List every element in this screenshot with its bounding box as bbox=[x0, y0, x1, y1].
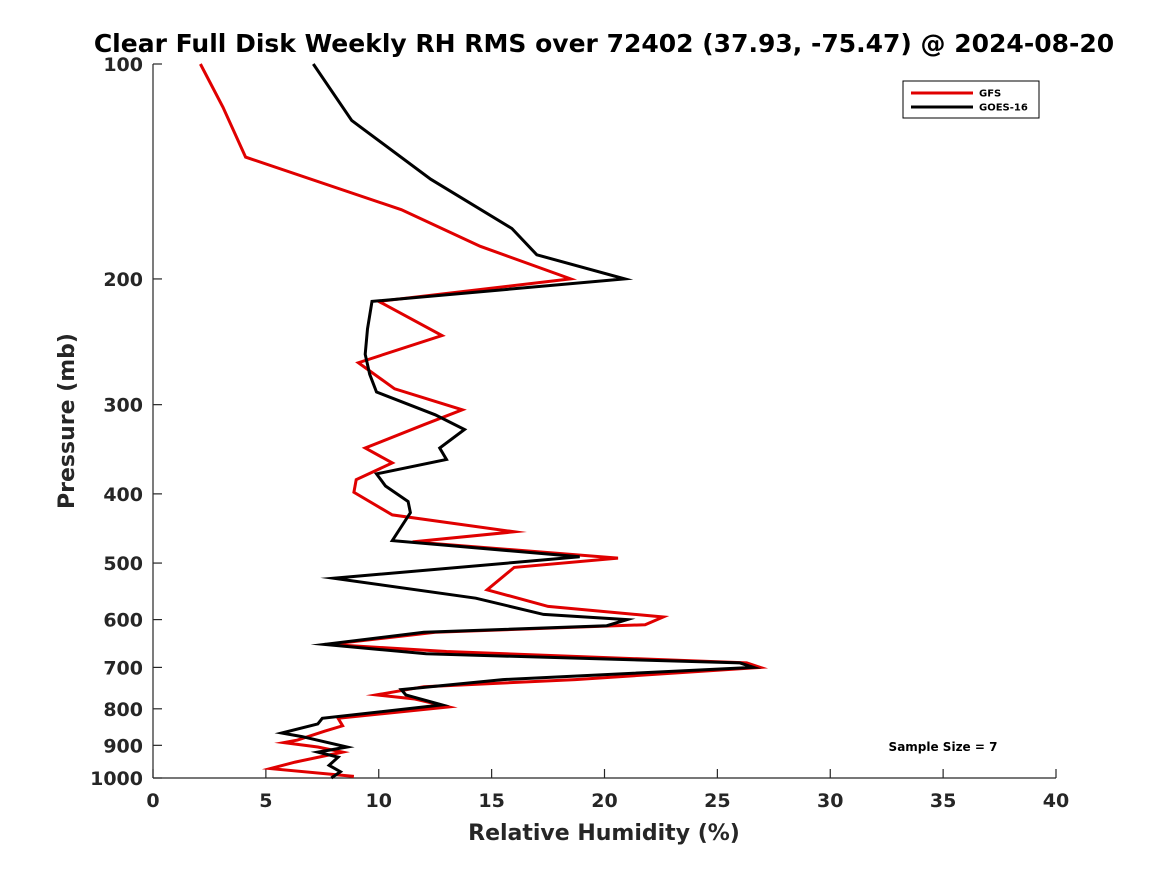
legend-box bbox=[902, 80, 1040, 119]
x-tick-label: 0 bbox=[146, 790, 159, 812]
y-tick-label: 200 bbox=[103, 269, 143, 291]
x-tick-label: 35 bbox=[930, 790, 956, 812]
legend-label: GOES-16 bbox=[979, 103, 1028, 114]
legend: GFS GOES-16 bbox=[902, 80, 1040, 119]
y-ticks: 100 200 300 400 500 600 700 800 900 1000 bbox=[90, 54, 162, 790]
y-tick-label: 400 bbox=[103, 484, 143, 506]
legend-label: GFS bbox=[979, 89, 1001, 100]
data-series bbox=[199, 63, 769, 780]
y-tick-label: 500 bbox=[103, 553, 143, 575]
x-ticks: 0 5 10 15 20 25 30 35 40 bbox=[146, 769, 1069, 812]
x-tick-label: 15 bbox=[478, 790, 504, 812]
x-tick-label: 40 bbox=[1043, 790, 1069, 812]
sample-size-annotation: Sample Size = 7 bbox=[889, 740, 998, 754]
x-tick-label: 5 bbox=[259, 790, 272, 812]
chart-title: Clear Full Disk Weekly RH RMS over 72402… bbox=[94, 29, 1114, 58]
y-tick-label: 100 bbox=[103, 54, 143, 76]
y-tick-label: 800 bbox=[103, 699, 143, 721]
y-tick-label: 900 bbox=[103, 735, 143, 757]
x-tick-label: 20 bbox=[591, 790, 617, 812]
y-tick-label: 300 bbox=[103, 395, 143, 417]
x-tick-label: 30 bbox=[817, 790, 843, 812]
series-line-gfs bbox=[199, 63, 769, 778]
y-axis-label: Pressure (mb) bbox=[55, 333, 80, 509]
x-tick-label: 25 bbox=[704, 790, 730, 812]
series-line-goes-16 bbox=[274, 63, 762, 780]
y-tick-label: 700 bbox=[103, 657, 143, 679]
x-tick-label: 10 bbox=[366, 790, 392, 812]
x-axis-label: Relative Humidity (%) bbox=[468, 821, 740, 846]
y-tick-label: 1000 bbox=[90, 768, 143, 790]
y-tick-label: 600 bbox=[103, 610, 143, 632]
